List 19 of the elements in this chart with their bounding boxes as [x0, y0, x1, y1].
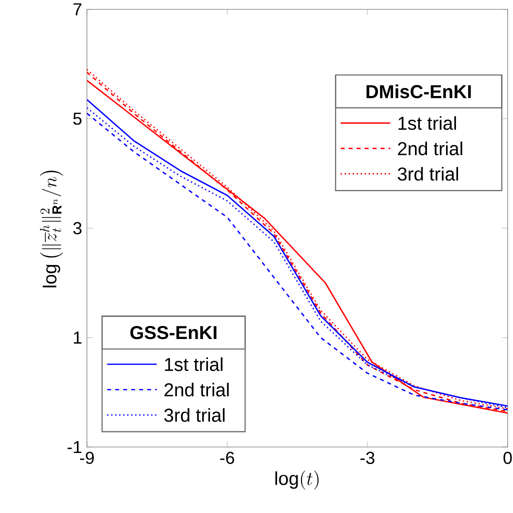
x-axis-title: $\log(t)$ [276, 470, 319, 490]
y-tick-label: 5 [73, 112, 82, 125]
text: GSS-EnKI [130, 326, 217, 340]
legend-label: 3rd trial [398, 166, 458, 181]
legend-label: 2nd trial [398, 142, 462, 156]
x-tick-label: -3 [360, 452, 375, 464]
y-tick-label: 3 [73, 222, 82, 234]
text: DMisC-EnKI [366, 84, 471, 98]
x-tick-label: 0 [504, 452, 512, 464]
x-tick-label: -9 [80, 452, 94, 464]
legend-label: 3rd trial [164, 408, 225, 422]
y-tick-label: 1 [74, 332, 82, 344]
y-axis-title: $\log\left(\|\overline{z}_t^h\|_{\mathbf{R}^n}^2/n\right)$ [40, 170, 64, 288]
y-tick-label: -1 [68, 441, 82, 453]
y-tick-label: 7 [74, 3, 82, 16]
legend-label: 2nd trial [164, 382, 229, 396]
legend-label: 1st trial [165, 357, 223, 372]
x-tick-label: -6 [220, 452, 234, 464]
legend-label: 1st trial [398, 116, 456, 130]
